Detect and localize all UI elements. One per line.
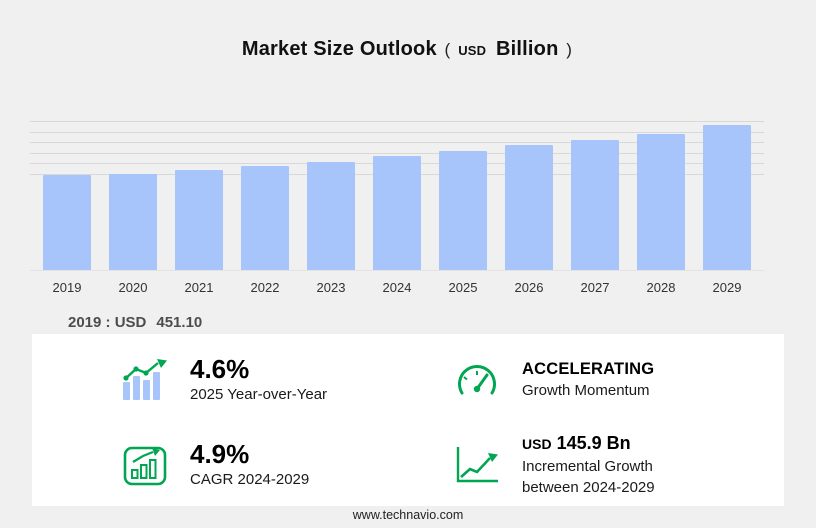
gridline: [30, 152, 764, 154]
bar-2025: [439, 150, 487, 270]
incremental-value-amount: 145.9 Bn: [556, 433, 631, 453]
x-axis-label-2025: 2025: [448, 280, 478, 295]
stat-growth-momentum: ACCELERATING Growth Momentum: [452, 354, 784, 405]
speedometer-icon: [452, 360, 502, 400]
bar-2019: [43, 174, 91, 270]
incremental-label-line2: between 2024-2029: [522, 479, 655, 496]
x-axis-label-2026: 2026: [514, 280, 544, 295]
x-axis-label-2021: 2021: [184, 280, 214, 295]
base-year-annotation: 2019 : USD 451.10: [68, 314, 202, 331]
bar-2024: [373, 156, 421, 270]
stat-incremental-growth: USD 145.9 Bn Incremental Growth between 2…: [452, 431, 784, 498]
cagr-chart-icon: [120, 444, 170, 486]
bars-row: [30, 118, 764, 270]
incremental-value: USD 145.9 Bn: [522, 431, 655, 456]
title-paren-open: (: [444, 40, 451, 59]
base-year-label: 2019 : USD: [68, 314, 147, 331]
bar-2026: [505, 145, 553, 270]
incremental-growth-icon: [452, 445, 502, 485]
footer-url: www.technavio.com: [352, 508, 464, 522]
title-main: Market Size Outlook: [241, 38, 437, 60]
x-axis-label-2027: 2027: [580, 280, 610, 295]
base-year-value: 451.10: [156, 314, 203, 331]
chart-plot-area: [30, 118, 764, 271]
bar-2029: [703, 125, 751, 270]
yoy-label: 2025 Year-over-Year: [190, 386, 328, 403]
momentum-label: Growth Momentum: [522, 382, 650, 399]
incremental-label-line1: Incremental Growth: [522, 458, 653, 475]
stats-panel: 4.6% 2025 Year-over-Year ACCELERATING Gr…: [32, 334, 784, 506]
x-axis-label-2022: 2022: [250, 280, 280, 295]
x-axis-label-2028: 2028: [646, 280, 676, 295]
bar-2028: [637, 133, 685, 270]
stats-grid: 4.6% 2025 Year-over-Year ACCELERATING Gr…: [32, 334, 784, 498]
title-unit-usd: USD: [458, 43, 487, 58]
gridline: [30, 131, 764, 133]
bar-2022: [241, 165, 289, 270]
stat-cagr: 4.9% CAGR 2024-2029: [120, 431, 452, 498]
x-axis-label-2024: 2024: [382, 280, 412, 295]
yoy-value: 4.6%: [190, 354, 250, 384]
bar-2027: [571, 139, 619, 270]
gridline: [30, 121, 764, 123]
title-unit-billion: Billion: [496, 38, 559, 60]
bar-2020: [109, 173, 157, 270]
cagr-label: CAGR 2024-2029: [190, 471, 310, 488]
page-title: Market Size Outlook ( USD Billion ): [0, 38, 816, 61]
bar-2021: [175, 169, 223, 270]
x-axis-label-2023: 2023: [316, 280, 346, 295]
incremental-value-currency: USD: [522, 436, 552, 452]
yoy-trend-icon: [120, 358, 170, 402]
stat-year-over-year: 4.6% 2025 Year-over-Year: [120, 354, 452, 405]
gridline: [30, 142, 764, 144]
title-paren-close: ): [566, 40, 573, 59]
x-axis-label-2029: 2029: [712, 280, 742, 295]
x-axis-labels: 2019 2020 2021 2022 2023 2024 2025 2026 2027 2028…: [30, 280, 764, 295]
market-size-bar-chart: 2019 2020 2021 2022 2023 2024 2025 2026 2027 2028…: [30, 118, 764, 295]
x-axis-label-2020: 2020: [118, 280, 148, 295]
cagr-value: 4.9%: [190, 439, 250, 469]
bar-2023: [307, 161, 355, 270]
x-axis-label-2019: 2019: [52, 280, 82, 295]
momentum-value: ACCELERATING: [522, 360, 655, 378]
